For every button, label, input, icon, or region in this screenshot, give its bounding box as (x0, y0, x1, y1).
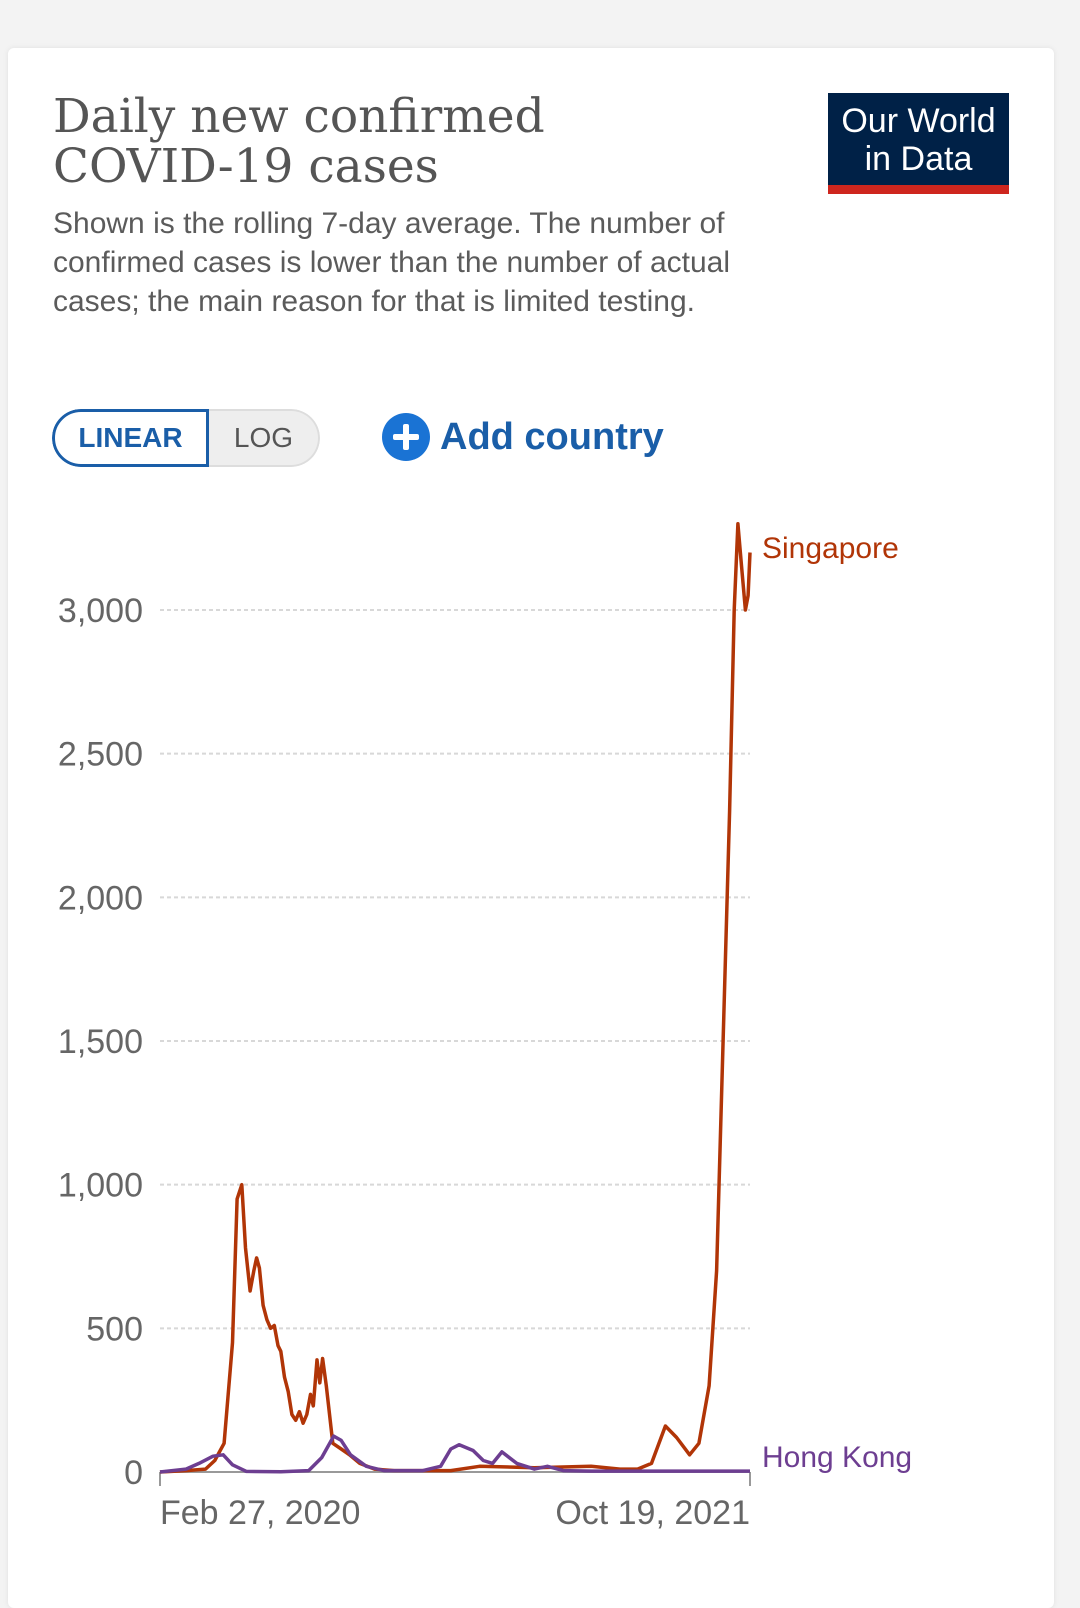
chart-subtitle: Shown is the rolling 7-day average. The … (53, 207, 731, 318)
log-scale-button[interactable]: LOG (209, 409, 320, 467)
y-tick-label: 0 (124, 1454, 143, 1492)
series-label-singapore: Singapore (762, 532, 899, 565)
series-line-singapore[interactable] (159, 522, 752, 1474)
logo-line2: in Data (864, 140, 973, 178)
series-line-hong-kong[interactable] (159, 1434, 750, 1474)
x-axis: Feb 27, 2020 Oct 19, 2021 (159, 1471, 751, 1532)
scale-toggle: LINEAR LOG (52, 409, 320, 467)
logo-line1: Our World (841, 102, 996, 140)
y-tick-label: 2,500 (58, 736, 143, 774)
series-labels: Singapore Hong Kong (762, 532, 912, 1474)
add-country-button[interactable]: Add country (382, 410, 664, 464)
add-country-label: Add country (440, 415, 664, 458)
chart-title: Daily new confirmed COVID-19 cases (53, 92, 753, 192)
chart-title-line1: Daily new confirmed (53, 89, 545, 144)
x-tick-label-start: Feb 27, 2020 (160, 1494, 360, 1532)
y-tick-label: 3,000 (58, 592, 143, 630)
series-lines (159, 522, 752, 1474)
chart-title-line2: COVID-19 cases (53, 139, 439, 194)
gridlines (160, 609, 750, 1330)
owid-logo[interactable]: Our World in Data (828, 93, 1009, 194)
plus-circle-icon (382, 413, 430, 461)
series-label-hong-kong: Hong Kong (762, 1441, 912, 1474)
y-tick-label: 1,500 (58, 1023, 143, 1061)
y-tick-label: 1,000 (58, 1167, 143, 1205)
linear-scale-button[interactable]: LINEAR (52, 409, 209, 467)
x-tick-label-end: Oct 19, 2021 (555, 1494, 750, 1532)
chart-card (8, 48, 1054, 1608)
y-axis-ticks: 0 500 1,000 1,500 2,000 2,500 3,000 (58, 592, 143, 1492)
y-tick-label: 500 (86, 1310, 143, 1348)
y-tick-label: 2,000 (58, 879, 143, 917)
